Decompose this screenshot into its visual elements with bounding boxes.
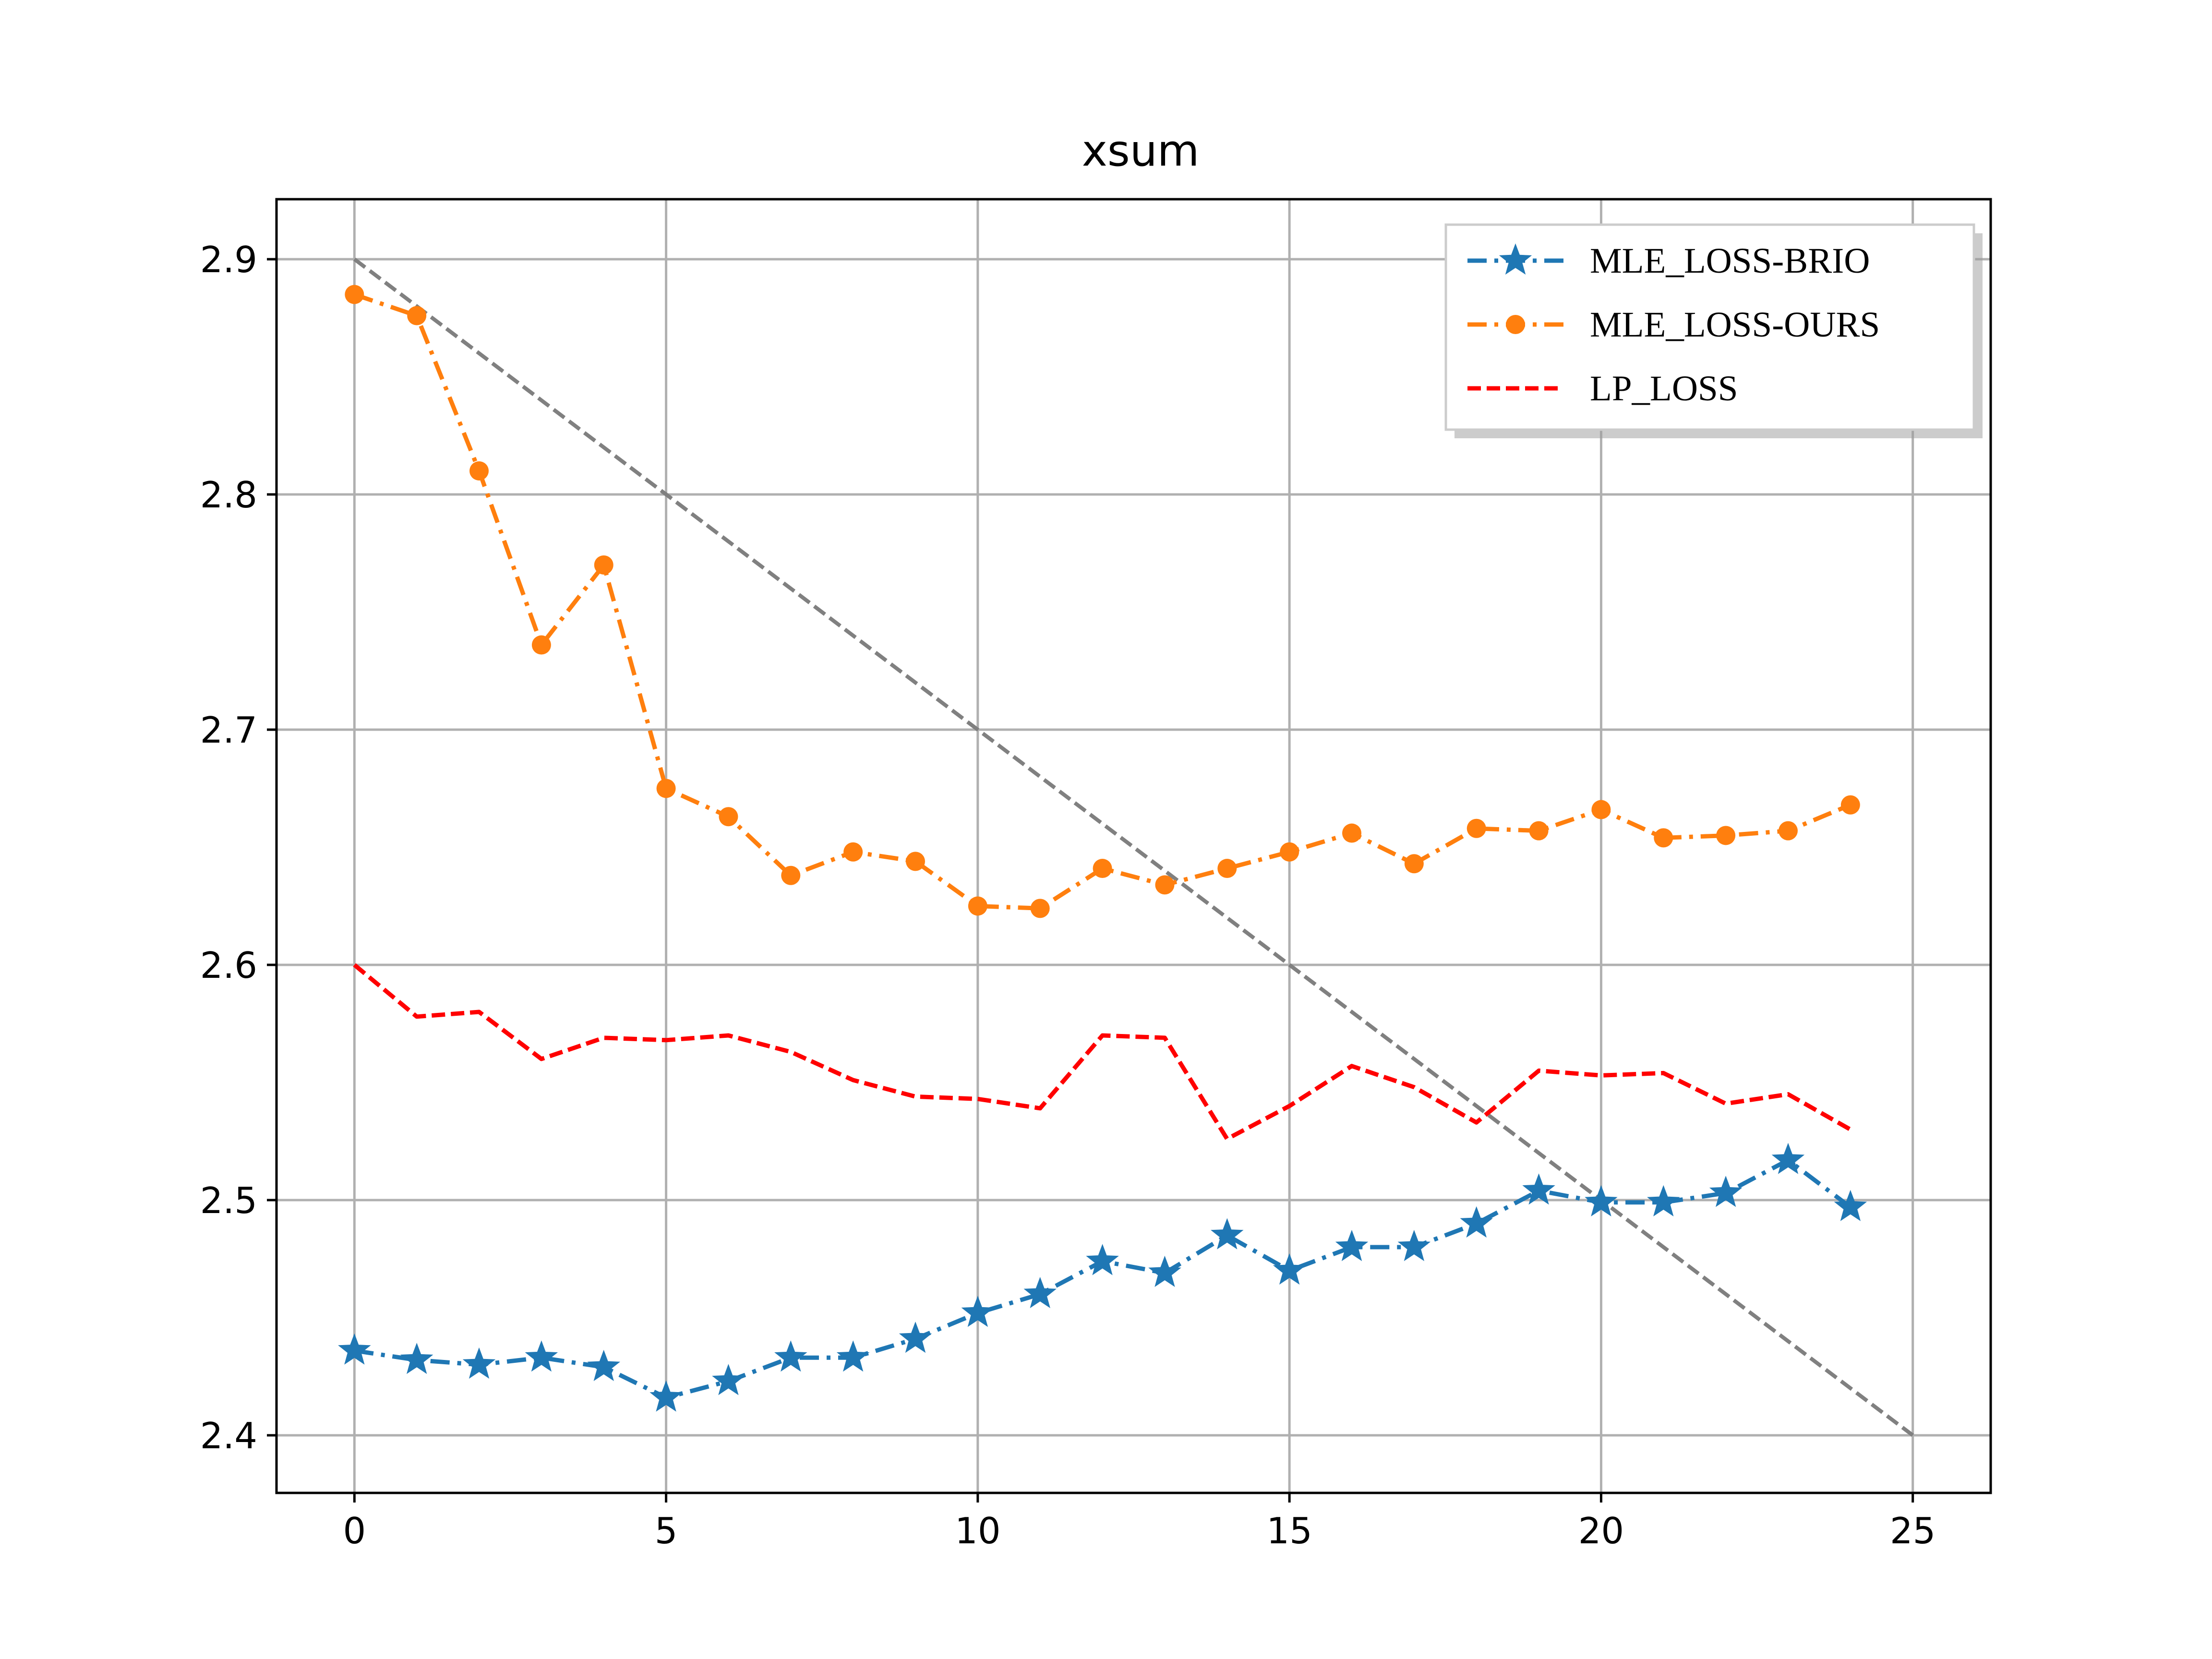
data-point: [1211, 1218, 1244, 1250]
data-point: [656, 779, 676, 798]
data-point: [1155, 875, 1175, 895]
series-lp-loss: [353, 963, 1852, 1142]
series-mle-loss-ours: [345, 285, 1860, 918]
y-tick-label: 2.6: [200, 944, 257, 986]
chart-title: xsum: [1082, 126, 1200, 176]
series-line: [353, 963, 1852, 1142]
data-point: [1404, 854, 1424, 874]
data-point: [774, 1340, 807, 1372]
data-point: [594, 555, 613, 575]
legend-item: LP_LOSS: [1467, 369, 1738, 409]
legend-label: MLE_LOSS-OURS: [1590, 305, 1880, 345]
data-point: [1522, 1173, 1555, 1205]
data-point: [1280, 842, 1299, 862]
y-tick-label: 2.9: [200, 239, 257, 281]
legend-marker: [1499, 243, 1532, 275]
data-point: [968, 896, 987, 916]
axes: 0 5 10 15 20 25 2.4 2.5 2.6 2.7 2.8 2.9: [200, 198, 1992, 1552]
data-point: [1834, 1190, 1867, 1221]
data-point: [407, 306, 427, 325]
y-tick-label: 2.8: [200, 474, 257, 516]
data-point: [1585, 1185, 1618, 1216]
x-tick-label: 10: [955, 1510, 1000, 1552]
data-point: [1217, 859, 1237, 878]
data-point: [1273, 1253, 1306, 1285]
data-point: [587, 1349, 620, 1381]
data-point: [649, 1380, 683, 1412]
data-point: [1591, 800, 1611, 819]
data-point: [1023, 1277, 1057, 1309]
data-point: [462, 1347, 496, 1379]
plot-frame: [275, 198, 1992, 1494]
series-layer: [338, 257, 1914, 1437]
data-point: [469, 461, 489, 481]
series-mle-loss-brio: [338, 1142, 1867, 1412]
data-point: [1397, 1230, 1431, 1262]
y-tick-label: 2.7: [200, 709, 257, 751]
y-tick-label: 2.5: [200, 1179, 257, 1222]
data-point: [1460, 1206, 1493, 1238]
data-point: [1093, 859, 1112, 878]
grid: [276, 199, 1991, 1493]
data-point: [1030, 899, 1050, 918]
legend-item: MLE_LOSS-BRIO: [1467, 241, 1870, 281]
data-point: [1335, 1230, 1369, 1262]
data-point: [1342, 823, 1361, 843]
data-point: [712, 1364, 745, 1395]
data-point: [1654, 828, 1673, 848]
x-tick-label: 15: [1266, 1510, 1312, 1552]
data-point: [400, 1343, 433, 1374]
data-point: [1778, 821, 1798, 841]
legend-marker: [1506, 315, 1525, 334]
data-point: [1709, 1176, 1743, 1207]
x-tick-label: 0: [343, 1510, 366, 1552]
legend-label: MLE_LOSS-BRIO: [1590, 241, 1870, 281]
data-point: [1467, 818, 1486, 838]
data-point: [906, 852, 926, 871]
data-point: [338, 1333, 371, 1365]
legend-label: LP_LOSS: [1590, 369, 1738, 409]
legend: MLE_LOSS-BRIO MLE_LOSS-OURS LP_LOSS: [1444, 223, 1983, 438]
data-point: [843, 842, 863, 862]
data-point: [1716, 826, 1736, 845]
data-point: [531, 635, 551, 655]
data-point: [1840, 795, 1860, 815]
data-point: [1771, 1142, 1805, 1174]
data-point: [1148, 1255, 1181, 1287]
data-point: [525, 1340, 558, 1372]
data-point: [719, 807, 738, 827]
data-point: [1529, 821, 1549, 841]
data-point: [345, 285, 364, 304]
data-point: [961, 1296, 995, 1327]
data-point: [836, 1340, 870, 1372]
data-point: [899, 1322, 932, 1353]
x-tick-label: 20: [1578, 1510, 1624, 1552]
legend-item: MLE_LOSS-OURS: [1467, 305, 1880, 345]
data-point: [1647, 1185, 1680, 1216]
x-tick-label: 5: [655, 1510, 678, 1552]
data-point: [781, 866, 801, 885]
data-point: [1086, 1244, 1119, 1275]
x-tick-label: 25: [1890, 1510, 1936, 1552]
y-tick-label: 2.4: [200, 1415, 257, 1457]
